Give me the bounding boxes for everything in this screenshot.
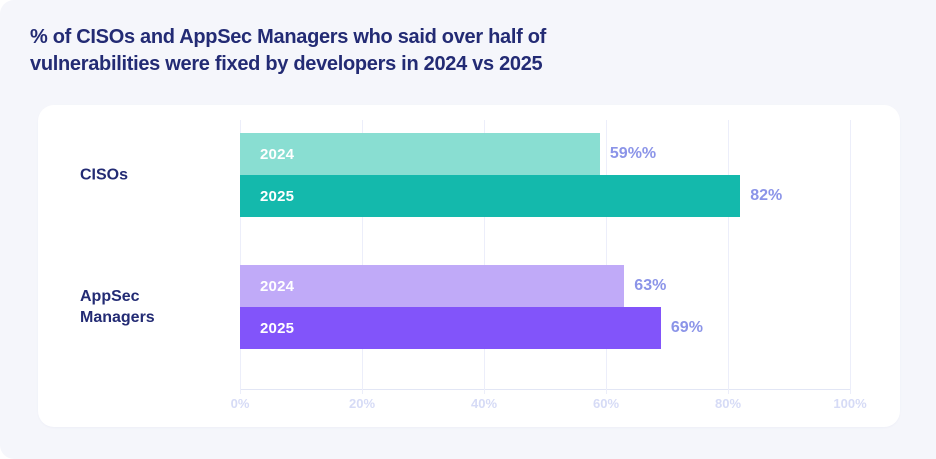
- bar-appsec-managers-2024: 2024: [240, 265, 625, 307]
- x-tick-label: 20%: [348, 396, 376, 411]
- category-label: AppSec Managers: [80, 288, 155, 326]
- gridline: [484, 120, 485, 394]
- gridline: [850, 120, 851, 394]
- bar-cisos-2025: 2025: [240, 175, 741, 217]
- x-tick-label: 100%: [833, 396, 867, 411]
- x-tick-label: 60%: [592, 396, 620, 411]
- bar-year-label: 2024: [260, 145, 295, 163]
- bar-appsec-managers-2025: 2025: [240, 307, 661, 349]
- x-tick-label: 40%: [470, 396, 498, 411]
- gridline: [362, 120, 363, 394]
- chart-card: 0% 20% 40% 60% 80% 100% 2024 59%% 2025 82% 2024 63%…: [38, 105, 900, 427]
- chart-title: % of CISOs and AppSec Managers who said …: [30, 24, 546, 78]
- bar-value-label: 59%%: [609, 145, 657, 162]
- category-label: CISOs: [80, 166, 129, 184]
- gridline: [240, 120, 241, 394]
- chart-title-line-1: % of CISOs and AppSec Managers who said …: [30, 26, 546, 48]
- gridline: [728, 120, 729, 394]
- chart-title-line-2: vulnerabilities were fixed by developers…: [30, 53, 543, 75]
- gridline: [606, 120, 607, 394]
- bar-value-label: 82%: [750, 187, 783, 204]
- bar-year-label: 2025: [260, 187, 295, 205]
- plot-area: 0% 20% 40% 60% 80% 100% 2024 59%% 2025 82% 2024 63%…: [231, 120, 867, 411]
- bar-value-label: 63%: [634, 277, 667, 294]
- bar-cisos-2024: 2024: [240, 133, 600, 175]
- x-tick-label: 80%: [714, 396, 742, 411]
- bar-year-label: 2025: [260, 319, 295, 337]
- bar-value-label: 69%: [670, 319, 703, 336]
- x-tick-label: 0%: [230, 396, 250, 411]
- bar-year-label: 2024: [260, 277, 295, 295]
